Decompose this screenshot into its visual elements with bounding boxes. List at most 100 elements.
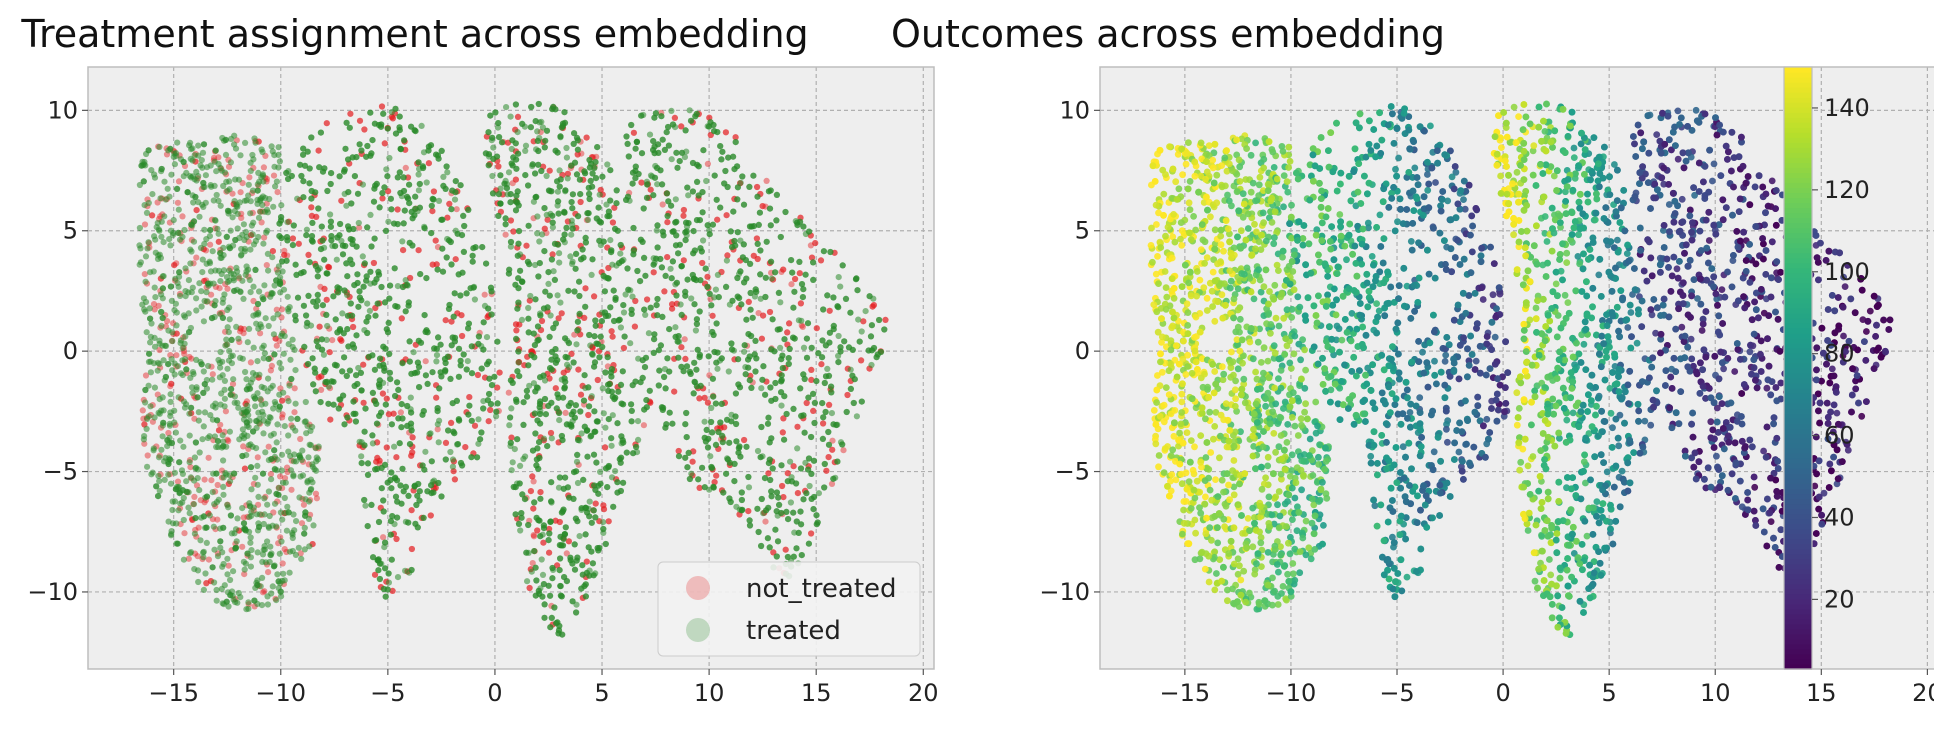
point-treated bbox=[560, 394, 567, 401]
point-treated bbox=[571, 566, 579, 573]
point-treated bbox=[451, 290, 458, 297]
point-treated bbox=[563, 154, 571, 161]
point-treated bbox=[515, 359, 522, 366]
point-not-treated bbox=[770, 549, 777, 556]
point-treated bbox=[554, 149, 561, 156]
point-treated bbox=[339, 251, 347, 258]
point-not-treated bbox=[585, 411, 592, 419]
point-treated bbox=[192, 193, 199, 201]
point-treated bbox=[601, 288, 609, 295]
point-treated bbox=[588, 271, 595, 278]
point-not-treated bbox=[858, 357, 865, 364]
point-treated bbox=[543, 172, 550, 180]
point-not-treated bbox=[193, 207, 200, 214]
point-not-treated bbox=[494, 384, 501, 391]
point-treated bbox=[142, 253, 150, 260]
point-not-treated bbox=[713, 472, 720, 479]
point-treated bbox=[513, 156, 520, 163]
point-treated bbox=[463, 366, 470, 373]
point-not-treated bbox=[241, 465, 249, 472]
point-treated bbox=[507, 238, 515, 246]
point-treated bbox=[232, 145, 240, 152]
point-not-treated bbox=[609, 219, 617, 226]
point-treated bbox=[270, 405, 277, 412]
point-not-treated bbox=[526, 584, 533, 592]
point-treated bbox=[136, 242, 143, 249]
point-treated bbox=[620, 302, 627, 309]
point-treated bbox=[618, 400, 625, 407]
point-not-treated bbox=[215, 238, 222, 245]
point-not-treated bbox=[560, 369, 567, 376]
point-treated bbox=[557, 176, 564, 183]
point-treated bbox=[187, 139, 194, 146]
point-not-treated bbox=[530, 505, 537, 512]
point-treated bbox=[200, 141, 208, 148]
point-treated bbox=[401, 137, 408, 144]
point-treated bbox=[207, 227, 214, 234]
point-treated bbox=[399, 360, 406, 367]
point-treated bbox=[167, 409, 174, 416]
point-treated bbox=[617, 324, 625, 331]
point-not-treated bbox=[474, 371, 481, 379]
point-treated bbox=[150, 268, 157, 275]
point-treated bbox=[256, 288, 263, 295]
point-treated bbox=[260, 296, 267, 303]
point-not-treated bbox=[378, 103, 386, 110]
point-treated bbox=[267, 414, 274, 421]
point-treated bbox=[205, 362, 212, 370]
point-treated bbox=[534, 137, 541, 144]
point-not-treated bbox=[432, 484, 439, 491]
point-treated bbox=[141, 202, 148, 209]
point-treated bbox=[165, 361, 172, 368]
point-treated bbox=[190, 238, 198, 245]
point-treated bbox=[563, 224, 570, 231]
point-treated bbox=[439, 245, 446, 252]
point-treated bbox=[367, 109, 374, 116]
point-not-treated bbox=[141, 221, 149, 228]
point-treated bbox=[428, 202, 435, 209]
point-treated bbox=[629, 293, 636, 300]
point-treated bbox=[593, 340, 600, 347]
point-treated bbox=[308, 134, 315, 141]
point-treated bbox=[250, 283, 257, 290]
point-not-treated bbox=[201, 476, 208, 483]
point-treated bbox=[254, 462, 261, 469]
point-treated bbox=[254, 549, 261, 556]
point-treated bbox=[387, 531, 394, 538]
point-not-treated bbox=[602, 444, 609, 451]
point-not-treated bbox=[516, 321, 523, 328]
point-treated bbox=[628, 418, 635, 425]
point-treated bbox=[534, 323, 542, 330]
point-treated bbox=[165, 471, 172, 478]
point-not-treated bbox=[592, 500, 599, 507]
point-treated bbox=[285, 175, 292, 183]
point-not-treated bbox=[644, 296, 651, 303]
point-treated bbox=[204, 298, 211, 305]
point-treated bbox=[239, 432, 246, 440]
point-treated bbox=[435, 439, 442, 446]
point-treated bbox=[522, 147, 529, 154]
point-treated bbox=[449, 463, 456, 470]
point-treated bbox=[235, 176, 243, 183]
point-treated bbox=[379, 190, 386, 197]
point-not-treated bbox=[650, 269, 657, 276]
point-not-treated bbox=[444, 214, 451, 221]
point-treated bbox=[240, 520, 248, 527]
point-not-treated bbox=[408, 545, 415, 553]
point-not-treated bbox=[758, 335, 766, 342]
point-treated bbox=[144, 463, 151, 470]
point-treated bbox=[560, 485, 567, 492]
point-not-treated bbox=[203, 579, 210, 587]
point-treated bbox=[149, 191, 156, 198]
point-treated bbox=[618, 258, 625, 265]
point-treated bbox=[604, 484, 611, 491]
point-treated bbox=[365, 314, 372, 321]
point-not-treated bbox=[661, 288, 668, 295]
point-treated bbox=[586, 190, 593, 197]
point-treated bbox=[268, 476, 275, 483]
point-not-treated bbox=[316, 323, 323, 330]
point-not-treated bbox=[350, 323, 357, 331]
point-not-treated bbox=[558, 310, 565, 317]
point-treated bbox=[540, 525, 548, 532]
point-treated bbox=[252, 403, 259, 410]
